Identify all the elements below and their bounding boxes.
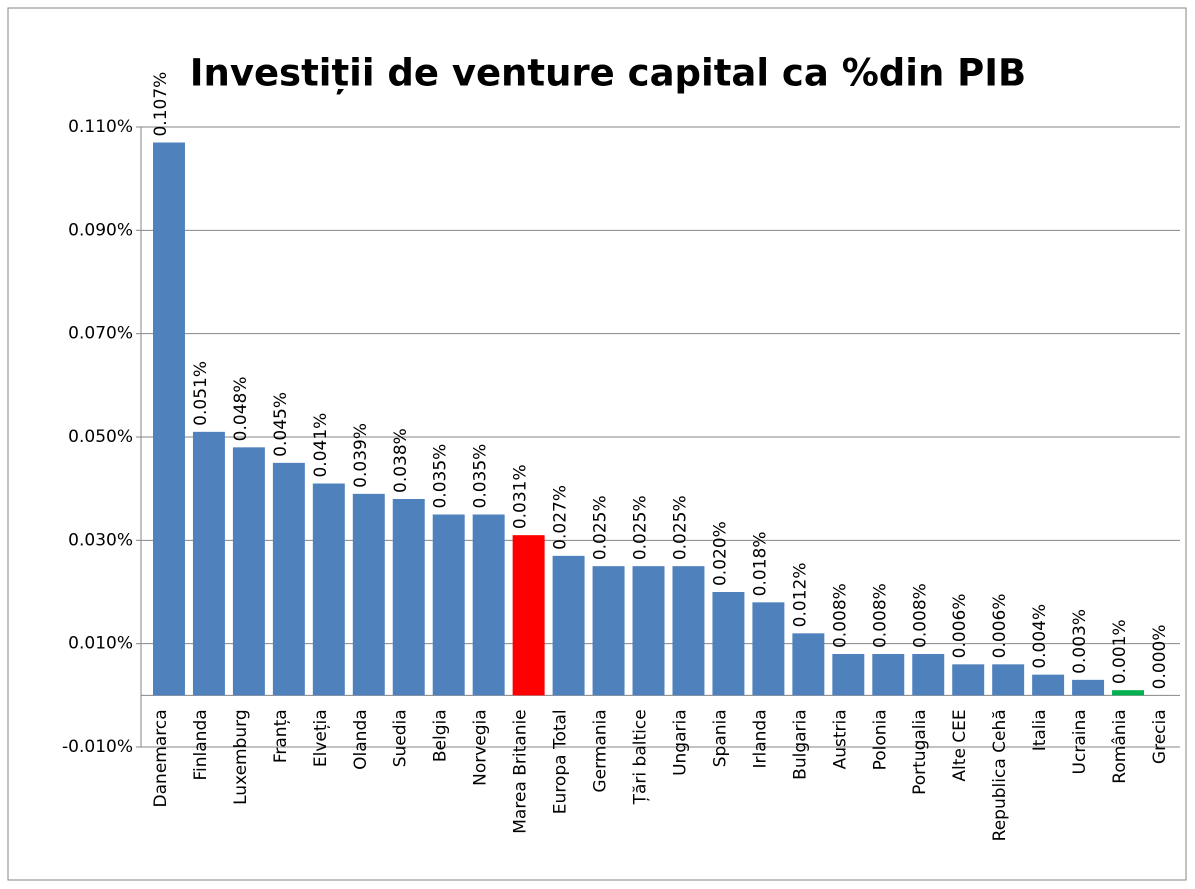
x-tick-label: Grecia [1150,709,1170,764]
bar [392,499,425,696]
bar [152,142,185,696]
value-label: 0.045% [271,392,291,457]
x-tick-label: Finlanda [191,709,211,780]
bar [432,514,465,696]
x-tick-label: Marea Britanie [511,709,531,833]
chart-title: Investiții de venture capital ca %din PI… [190,52,1027,95]
bar [672,566,705,696]
x-tick-label: Elveția [311,709,331,767]
value-label: 0.020% [710,521,730,586]
bar [792,633,825,696]
value-label: 0.027% [551,485,571,550]
value-label: 0.008% [910,583,930,648]
x-tick-label: Olanda [351,709,371,770]
bar [752,602,785,696]
value-label: 0.035% [471,444,491,509]
bar [272,462,305,696]
bar [592,566,625,696]
y-tick-label: 0.090% [68,220,133,240]
bar [912,654,945,696]
value-label: 0.025% [670,495,690,560]
y-tick-label: 0.070% [68,324,133,344]
x-tick-label: Ungaria [670,709,690,776]
bar [192,431,225,696]
bar [992,664,1025,696]
x-tick-label: Spania [710,709,730,767]
x-tick-label: Belgia [431,709,451,762]
x-tick-label: Luxemburg [231,709,251,805]
bar [632,566,665,696]
bar [952,664,985,696]
value-label: 0.008% [870,583,890,648]
bar [472,514,505,696]
x-tick-label: Republica Cehă [990,709,1010,841]
y-tick-label: 0.050% [68,427,133,447]
x-tick-label: Bulgaria [790,709,810,780]
x-tick-label: Irlanda [750,709,770,768]
x-tick-label: Austria [830,709,850,769]
value-label: 0.025% [591,495,611,560]
bar [1112,690,1145,696]
x-tick-label: România [1110,709,1130,783]
y-tick-label: 0.010% [68,634,133,654]
value-label: 0.107% [151,72,171,137]
x-tick-label: Polonia [870,709,890,770]
value-label: 0.004% [1030,604,1050,669]
bar [312,483,345,696]
x-tick-label: Alte CEE [950,709,970,781]
bar [1032,674,1065,696]
bar [832,654,865,696]
value-label: 0.018% [750,532,770,597]
value-label: 0.025% [631,495,651,560]
x-tick-label: Italia [1030,709,1050,751]
value-label: 0.003% [1070,609,1090,674]
x-tick-label: Norvegia [471,709,491,786]
x-tick-label: Danemarca [151,709,171,807]
bar [712,592,745,696]
bar [512,535,545,696]
bar [552,555,585,696]
value-label: 0.008% [830,583,850,648]
bar [1072,679,1105,696]
value-label: 0.038% [391,428,411,493]
x-tick-label: Țări baltice [631,709,651,805]
value-label: 0.001% [1110,619,1130,684]
value-label: 0.006% [990,594,1010,659]
y-tick-label: -0.010% [62,737,133,757]
x-tick-label: Ucraina [1070,709,1090,774]
x-tick-label: Portugalia [910,709,930,795]
x-tick-label: Europa Total [551,709,571,814]
value-label: 0.041% [311,413,331,478]
value-label: 0.006% [950,594,970,659]
bar [872,654,905,696]
y-tick-label: 0.030% [68,530,133,550]
bar [232,447,265,696]
value-label: 0.031% [511,464,531,529]
x-tick-label: Franța [271,709,291,763]
value-label: 0.048% [231,377,251,442]
x-tick-label: Germania [591,709,611,792]
y-tick-label: 0.110% [68,117,133,137]
value-label: 0.035% [431,444,451,509]
value-label: 0.012% [790,563,810,628]
value-label: 0.000% [1150,625,1170,690]
value-label: 0.039% [351,423,371,488]
value-label: 0.051% [191,361,211,426]
bar [352,493,385,696]
x-tick-label: Suedia [391,709,411,767]
